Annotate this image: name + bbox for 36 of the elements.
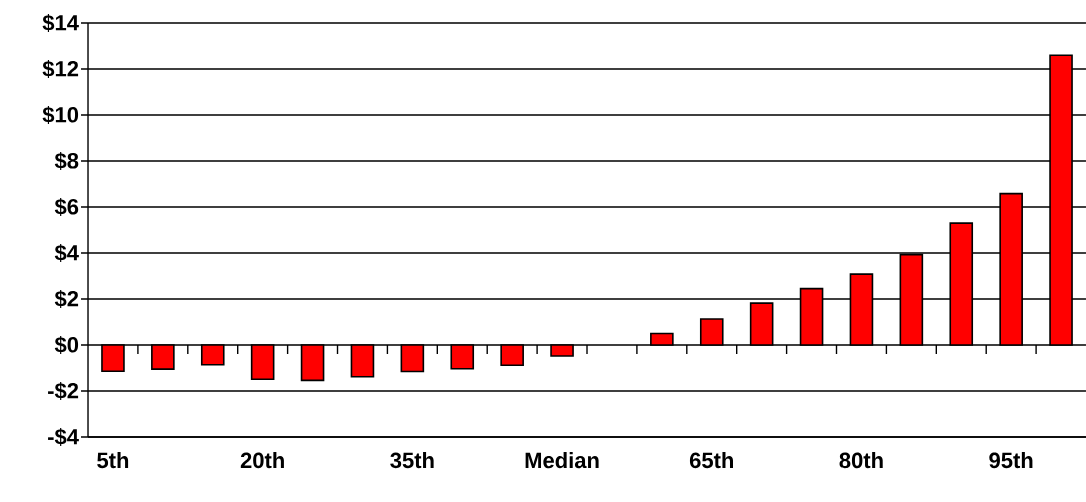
bar <box>400 344 425 373</box>
y-tick-label: $12 <box>42 60 79 78</box>
bar <box>650 332 674 346</box>
x-tick-label: 5th <box>97 452 129 469</box>
y-tick-label: -$2 <box>48 382 79 400</box>
bar <box>949 222 974 346</box>
x-tick-label: 35th <box>390 452 434 469</box>
x-tick-label: 65th <box>689 452 733 469</box>
bar <box>799 287 824 346</box>
y-tick-label: $8 <box>54 152 79 170</box>
x-tick-label: 95th <box>989 452 1033 469</box>
bar <box>350 344 375 378</box>
y-tick-label: $2 <box>54 290 79 308</box>
x-tick-label: 20th <box>240 452 284 469</box>
bar <box>151 344 175 370</box>
bar <box>300 344 325 382</box>
y-tick-label: -$4 <box>48 428 79 446</box>
y-tick-label: $14 <box>42 14 79 32</box>
bar <box>250 344 275 381</box>
x-tick-label: 80th <box>839 452 883 469</box>
bar <box>899 253 924 346</box>
y-tick-label: $4 <box>54 244 79 262</box>
bar <box>450 344 475 370</box>
y-tick-label: $0 <box>54 336 79 354</box>
bar <box>101 344 125 373</box>
y-tick-label: $10 <box>42 106 79 124</box>
bar <box>999 192 1023 346</box>
bar <box>1049 54 1073 346</box>
bar <box>550 344 574 357</box>
bar <box>849 273 874 346</box>
bar <box>749 302 774 346</box>
y-tick-label: $6 <box>54 198 79 216</box>
bar <box>500 344 524 367</box>
bar <box>200 344 225 366</box>
bar <box>699 318 724 346</box>
x-tick-label: Median <box>525 452 599 469</box>
